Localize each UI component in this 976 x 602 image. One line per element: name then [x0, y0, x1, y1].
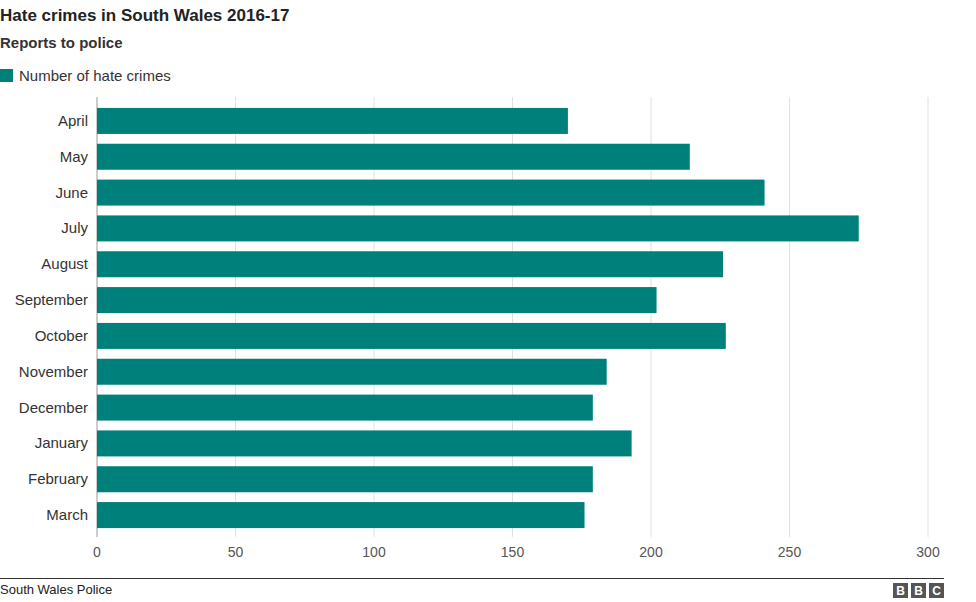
legend-swatch: [0, 69, 13, 82]
grid-line: [928, 97, 929, 537]
tick-label: 200: [639, 544, 663, 560]
chart: Hate crimes in South Wales 2016-17 Report…: [0, 0, 976, 602]
logo-letter: B: [896, 584, 905, 598]
tick-label: 0: [93, 544, 101, 560]
bar: [97, 466, 593, 492]
bar: [97, 287, 657, 313]
logo-letter: C: [932, 584, 941, 598]
category-label: December: [19, 399, 88, 416]
bar: [97, 108, 568, 134]
category-label: June: [55, 184, 88, 201]
category-label: September: [15, 291, 88, 308]
logo-letter: B: [914, 584, 923, 598]
footer-rule: [0, 578, 944, 579]
logo: BBC: [893, 583, 944, 598]
category-label: May: [60, 148, 89, 165]
bar: [97, 359, 607, 385]
grid: 0 50 100 150 200 250 300: [93, 97, 940, 560]
legend-label: Number of hate crimes: [19, 67, 171, 84]
bar: [97, 215, 859, 241]
category-labels: April May June July August September October No…: [15, 112, 89, 523]
category-label: April: [58, 112, 88, 129]
category-label: January: [35, 434, 89, 451]
category-label: November: [19, 363, 88, 380]
logo-box: [893, 583, 908, 598]
category-label: August: [41, 255, 89, 272]
category-label: October: [35, 327, 88, 344]
legend: Number of hate crimes: [0, 67, 171, 84]
logo-box: [929, 583, 944, 598]
subtitle: Reports to police: [0, 34, 123, 51]
category-label: March: [46, 506, 88, 523]
category-label: July: [61, 219, 88, 236]
bar: [97, 323, 726, 349]
bar: [97, 502, 585, 528]
tick-label: 100: [362, 544, 386, 560]
bar: [97, 144, 690, 170]
bar: [97, 251, 723, 277]
bar: [97, 430, 632, 456]
category-label: February: [28, 470, 89, 487]
tick-label: 150: [501, 544, 525, 560]
source: South Wales Police: [0, 582, 112, 597]
bars: [97, 108, 859, 528]
bar: [97, 180, 765, 206]
title: Hate crimes in South Wales 2016-17: [0, 6, 289, 25]
grid-line: [789, 97, 790, 537]
tick-label: 250: [778, 544, 802, 560]
tick-label: 50: [228, 544, 244, 560]
logo-box: [911, 583, 926, 598]
bar: [97, 395, 593, 421]
tick-label: 300: [916, 544, 940, 560]
